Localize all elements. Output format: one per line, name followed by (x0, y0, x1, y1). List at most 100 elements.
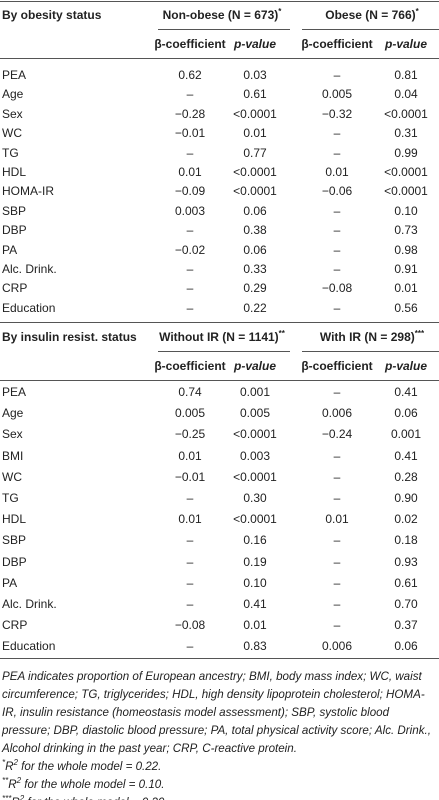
cell: – (186, 262, 194, 276)
group-label: Obese (N = 766) (325, 8, 416, 22)
row-label: PEA (2, 68, 27, 82)
row-label: TG (2, 491, 19, 505)
cell: 0.01 (243, 618, 267, 633)
cell: – (186, 281, 194, 296)
cell: 0.06 (243, 203, 267, 218)
cell: <0.0001 (233, 106, 277, 121)
cell: 0.56 (394, 300, 418, 315)
cell: 0.01 (178, 512, 202, 527)
row-label: HOMA-IR (2, 184, 54, 199)
cell: – (186, 87, 194, 102)
cell: 0.90 (394, 491, 418, 505)
footnote-mark: *** (2, 794, 12, 800)
section-title: By obesity status (2, 8, 102, 22)
rule (0, 380, 439, 381)
cell: – (186, 575, 194, 590)
group-mark: ** (278, 329, 285, 338)
cell: <0.0001 (233, 165, 277, 179)
cell: <0.0001 (384, 165, 428, 179)
rule (302, 351, 439, 352)
rule (158, 29, 290, 30)
cell: 0.06 (394, 406, 418, 421)
cell: 0.01 (325, 512, 349, 527)
cell: 0.04 (394, 87, 418, 102)
cell: 0.73 (394, 223, 418, 238)
cell: 0.01 (325, 165, 349, 179)
cell: <0.0001 (233, 184, 277, 199)
cell: 0.003 (174, 203, 206, 218)
cell: 0.005 (239, 406, 271, 421)
cell: – (333, 242, 341, 257)
cell: 0.28 (394, 469, 418, 484)
row-label: HDL (2, 512, 27, 527)
cell: – (186, 300, 194, 315)
rule (0, 1, 439, 2)
group-header: Non-obese (N = 673)* (162, 8, 282, 23)
row-label: DBP (2, 223, 27, 238)
footnote-mark: * (2, 758, 6, 768)
cell: 0.99 (394, 145, 418, 160)
row-label: Alc. Drink. (2, 597, 57, 611)
cell: 0.38 (243, 223, 267, 238)
cell: – (186, 223, 194, 238)
cell: 0.70 (394, 597, 418, 611)
cell: <0.0001 (233, 427, 277, 442)
row-label: DBP (2, 554, 27, 569)
cell: 0.41 (394, 385, 418, 399)
section-title: By insulin resist. status (2, 330, 137, 344)
cell: – (186, 597, 194, 611)
rule (302, 29, 439, 30)
note: PEA indicates proportion of European anc… (2, 670, 434, 755)
cell: 0.19 (243, 554, 267, 569)
cell: 0.02 (394, 512, 418, 527)
notes: PEA indicates proportion of European anc… (2, 668, 437, 800)
rule (0, 658, 439, 660)
column-header: β-coefficient (301, 359, 373, 373)
cell: −0.01 (174, 126, 206, 141)
row-label: Sex (2, 106, 23, 121)
cell: – (333, 448, 341, 463)
column-header: β-coefficient (154, 37, 226, 51)
group-label: Non-obese (N = 673) (162, 8, 279, 22)
row-label: Education (2, 639, 56, 654)
footnote-sup: 2 (16, 776, 22, 786)
cell: 0.03 (243, 68, 267, 82)
cell: 0.29 (243, 281, 267, 296)
cell: 0.81 (394, 68, 418, 82)
cell: −0.32 (321, 106, 353, 121)
row-label: SBP (2, 203, 27, 218)
cell: – (333, 223, 341, 238)
column-header: β-coefficient (154, 359, 226, 373)
footnote: **R2 for the whole model = 0.10. (2, 776, 437, 794)
row-label: Alc. Drink. (2, 262, 57, 276)
cell: 0.06 (243, 242, 267, 257)
cell: 0.62 (178, 68, 202, 82)
row-label: CRP (2, 618, 28, 633)
footnote-text: for the whole model = 0.10. (21, 778, 165, 791)
footnote-sup: 2 (13, 758, 18, 768)
cell: 0.005 (321, 87, 353, 102)
cell: 0.18 (394, 533, 418, 548)
cell: 0.06 (394, 639, 418, 654)
cell: – (333, 68, 341, 82)
footnote: *R2 for the whole model = 0.22. (2, 758, 437, 776)
group-label: Without IR (N = 1141) (159, 330, 279, 344)
row-label: WC (2, 469, 22, 484)
cell: −0.02 (174, 242, 206, 257)
cell: 0.005 (174, 406, 206, 421)
cell: 0.30 (243, 491, 267, 505)
column-header: β-coefficient (301, 37, 373, 51)
row-label: SBP (2, 533, 27, 548)
footnote-text: for the whole model = 0.22. (17, 760, 162, 773)
cell: −0.28 (174, 106, 206, 121)
cell: – (333, 469, 341, 484)
cell: – (333, 575, 341, 590)
footnote-symbol: R (5, 760, 14, 773)
column-header: p-value (384, 359, 428, 373)
cell: – (333, 385, 341, 399)
group-header: Obese (N = 766)* (325, 8, 419, 23)
cell: – (333, 491, 341, 505)
cell: 0.37 (394, 618, 418, 633)
cell: 0.001 (239, 385, 271, 399)
